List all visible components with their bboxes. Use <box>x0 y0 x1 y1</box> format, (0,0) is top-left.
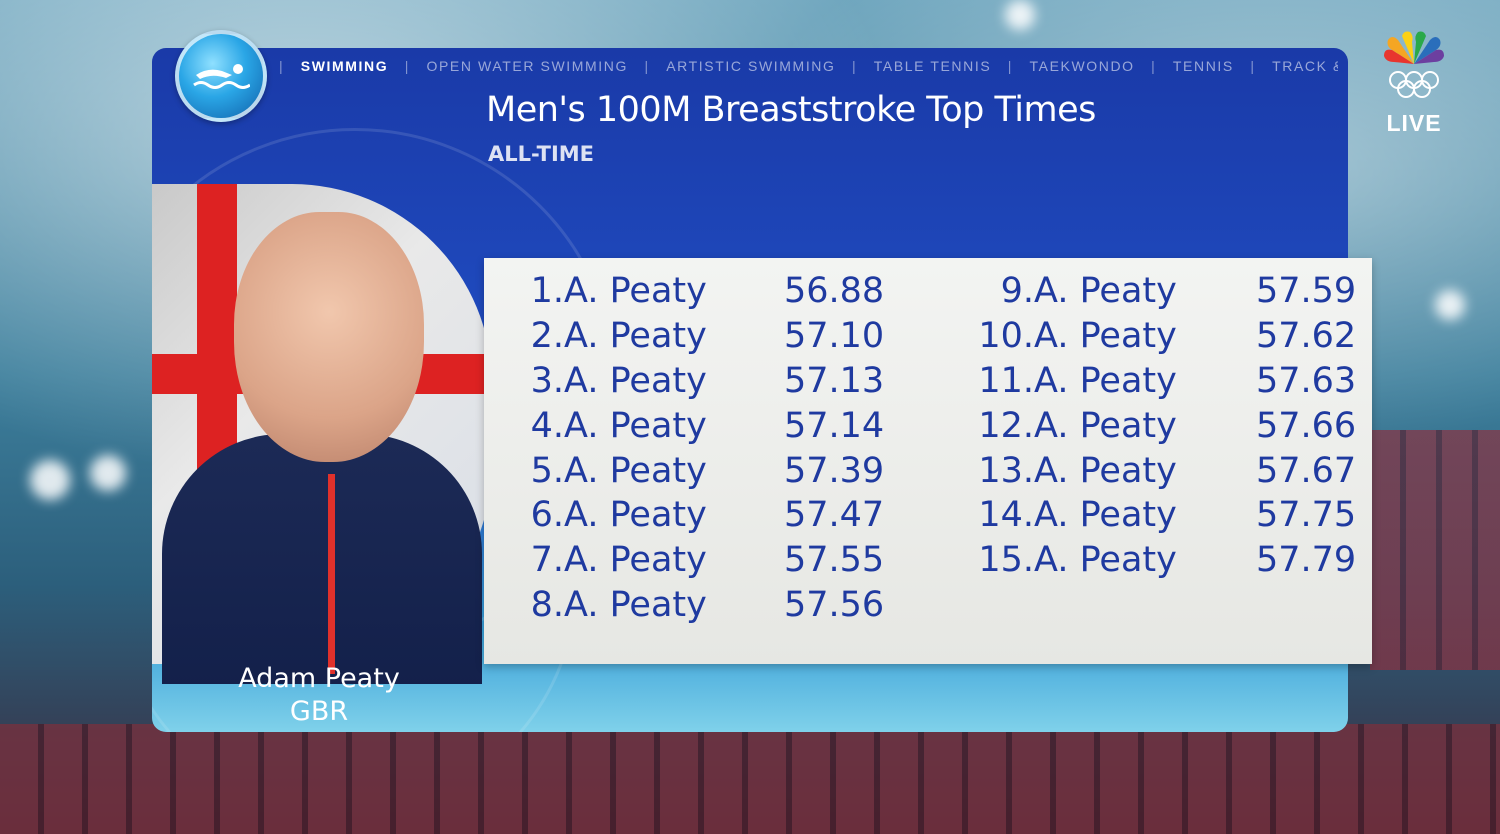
times-row: 8. A. Peaty 57.56 <box>484 583 894 628</box>
rank: 12. <box>978 405 1034 446</box>
swim-time: 57.67 <box>1256 450 1357 491</box>
times-list-left: 1. A. Peaty 56.88 2. A. Peaty 57.10 3. A. Pea… <box>484 269 894 627</box>
swim-time: 57.66 <box>1256 405 1357 446</box>
arena-light <box>30 460 70 500</box>
nav-item-swimming[interactable]: SWIMMING <box>300 58 389 74</box>
times-list-right: 9. A. Peaty 57.59 10. A. Peaty 57.62 11. A. P… <box>964 269 1366 583</box>
swim-time: 57.13 <box>784 360 885 401</box>
swimmer-name: A. Peaty <box>564 584 707 625</box>
athlete-face <box>234 212 424 462</box>
swimmer-name: A. Peaty <box>564 540 707 581</box>
athlete-photo <box>152 184 492 684</box>
rank: 6. <box>530 495 564 536</box>
broadcaster-bug: LIVE <box>1378 30 1450 137</box>
swimmer-name: A. Peaty <box>1034 360 1177 401</box>
arena-light <box>1435 290 1465 320</box>
athlete-caption: Adam Peaty GBR <box>210 662 428 728</box>
swim-time: 57.79 <box>1256 540 1357 581</box>
swimmer-name: A. Peaty <box>564 271 707 312</box>
rank: 14. <box>978 495 1034 536</box>
times-row: 1. A. Peaty 56.88 <box>484 269 894 314</box>
live-badge: LIVE <box>1386 110 1442 136</box>
times-row: 6. A. Peaty 57.47 <box>484 493 894 538</box>
athlete-jacket <box>162 434 482 684</box>
arena-seats <box>0 724 1500 834</box>
times-card: 1. A. Peaty 56.88 2. A. Peaty 57.10 3. A. Pea… <box>484 258 1372 664</box>
rank: 8. <box>530 584 564 625</box>
nav-separator: | <box>1250 58 1256 74</box>
nbc-peacock-olympic-rings-icon <box>1384 31 1444 98</box>
swimmer-name: A. Peaty <box>564 360 707 401</box>
rank: 4. <box>530 405 564 446</box>
swimmer-name: A. Peaty <box>1034 495 1177 536</box>
times-row: 3. A. Peaty 57.13 <box>484 359 894 404</box>
rank: 11. <box>978 360 1034 401</box>
swim-time: 57.14 <box>784 405 885 446</box>
nav-item-open-water-swimming[interactable]: OPEN WATER SWIMMING <box>426 58 628 74</box>
swimmer-name: A. Peaty <box>564 495 707 536</box>
nav-item-track-field[interactable]: TRACK & FIE <box>1272 58 1338 74</box>
swimmer-name: A. Peaty <box>1034 450 1177 491</box>
nav-item-table-tennis[interactable]: TABLE TENNIS <box>873 58 992 74</box>
nav-separator: | <box>644 58 650 74</box>
rank: 9. <box>1000 271 1034 312</box>
swimmer-name: A. Peaty <box>1034 316 1177 357</box>
swimmer-name: A. Peaty <box>564 405 707 446</box>
times-row: 14. A. Peaty 57.75 <box>964 493 1366 538</box>
swim-time: 57.55 <box>784 540 885 581</box>
jacket-zip <box>328 474 335 674</box>
swim-time: 57.75 <box>1256 495 1357 536</box>
times-row: 7. A. Peaty 57.55 <box>484 538 894 583</box>
times-row: 9. A. Peaty 57.59 <box>964 269 1366 314</box>
rank: 10. <box>978 316 1034 357</box>
rank: 15. <box>978 540 1034 581</box>
rank: 1. <box>530 271 564 312</box>
arena-seats-right <box>1370 430 1500 670</box>
nav-separator: | <box>1151 58 1157 74</box>
nav-item-artistic-swimming[interactable]: ARTISTIC SWIMMING <box>666 58 836 74</box>
graphic-subtitle: ALL-TIME <box>488 142 595 166</box>
sport-nav: | SWIMMING | OPEN WATER SWIMMING | ARTIS… <box>268 58 1338 78</box>
arena-light <box>90 455 126 491</box>
rank: 7. <box>530 540 564 581</box>
times-row: 12. A. Peaty 57.66 <box>964 403 1366 448</box>
rank: 3. <box>530 360 564 401</box>
swim-time: 57.10 <box>784 316 885 357</box>
times-row: 2. A. Peaty 57.10 <box>484 314 894 359</box>
athlete-name: Adam Peaty <box>238 663 400 694</box>
swim-time: 57.56 <box>784 584 885 625</box>
graphic-title: Men's 100M Breaststroke Top Times <box>486 90 1096 130</box>
nav-separator: | <box>852 58 858 74</box>
nav-separator: | <box>279 58 285 74</box>
swimmer-name: A. Peaty <box>1034 271 1177 312</box>
nav-item-tennis[interactable]: TENNIS <box>1172 58 1234 74</box>
times-row: 11. A. Peaty 57.63 <box>964 359 1366 404</box>
swim-time: 57.39 <box>784 450 885 491</box>
swimming-sport-icon <box>175 30 267 122</box>
athlete-country: GBR <box>289 696 349 727</box>
arena-light <box>1005 0 1035 30</box>
rank: 13. <box>978 450 1034 491</box>
rank: 5. <box>530 450 564 491</box>
times-row: 10. A. Peaty 57.62 <box>964 314 1366 359</box>
swim-time: 56.88 <box>784 271 885 312</box>
swimmer-name: A. Peaty <box>564 450 707 491</box>
swim-time: 57.47 <box>784 495 885 536</box>
rank: 2. <box>530 316 564 357</box>
nav-item-taekwondo[interactable]: TAEKWONDO <box>1029 58 1135 74</box>
times-row: 5. A. Peaty 57.39 <box>484 448 894 493</box>
nav-separator: | <box>404 58 410 74</box>
times-row: 4. A. Peaty 57.14 <box>484 403 894 448</box>
nav-separator: | <box>1007 58 1014 74</box>
swim-time: 57.62 <box>1256 316 1357 357</box>
swimmer-name: A. Peaty <box>1034 540 1177 581</box>
swim-time: 57.59 <box>1256 271 1357 312</box>
swimmer-name: A. Peaty <box>564 316 707 357</box>
times-row: 13. A. Peaty 57.67 <box>964 448 1366 493</box>
swim-time: 57.63 <box>1256 360 1357 401</box>
swimmer-name: A. Peaty <box>1034 405 1177 446</box>
times-row: 15. A. Peaty 57.79 <box>964 538 1366 583</box>
